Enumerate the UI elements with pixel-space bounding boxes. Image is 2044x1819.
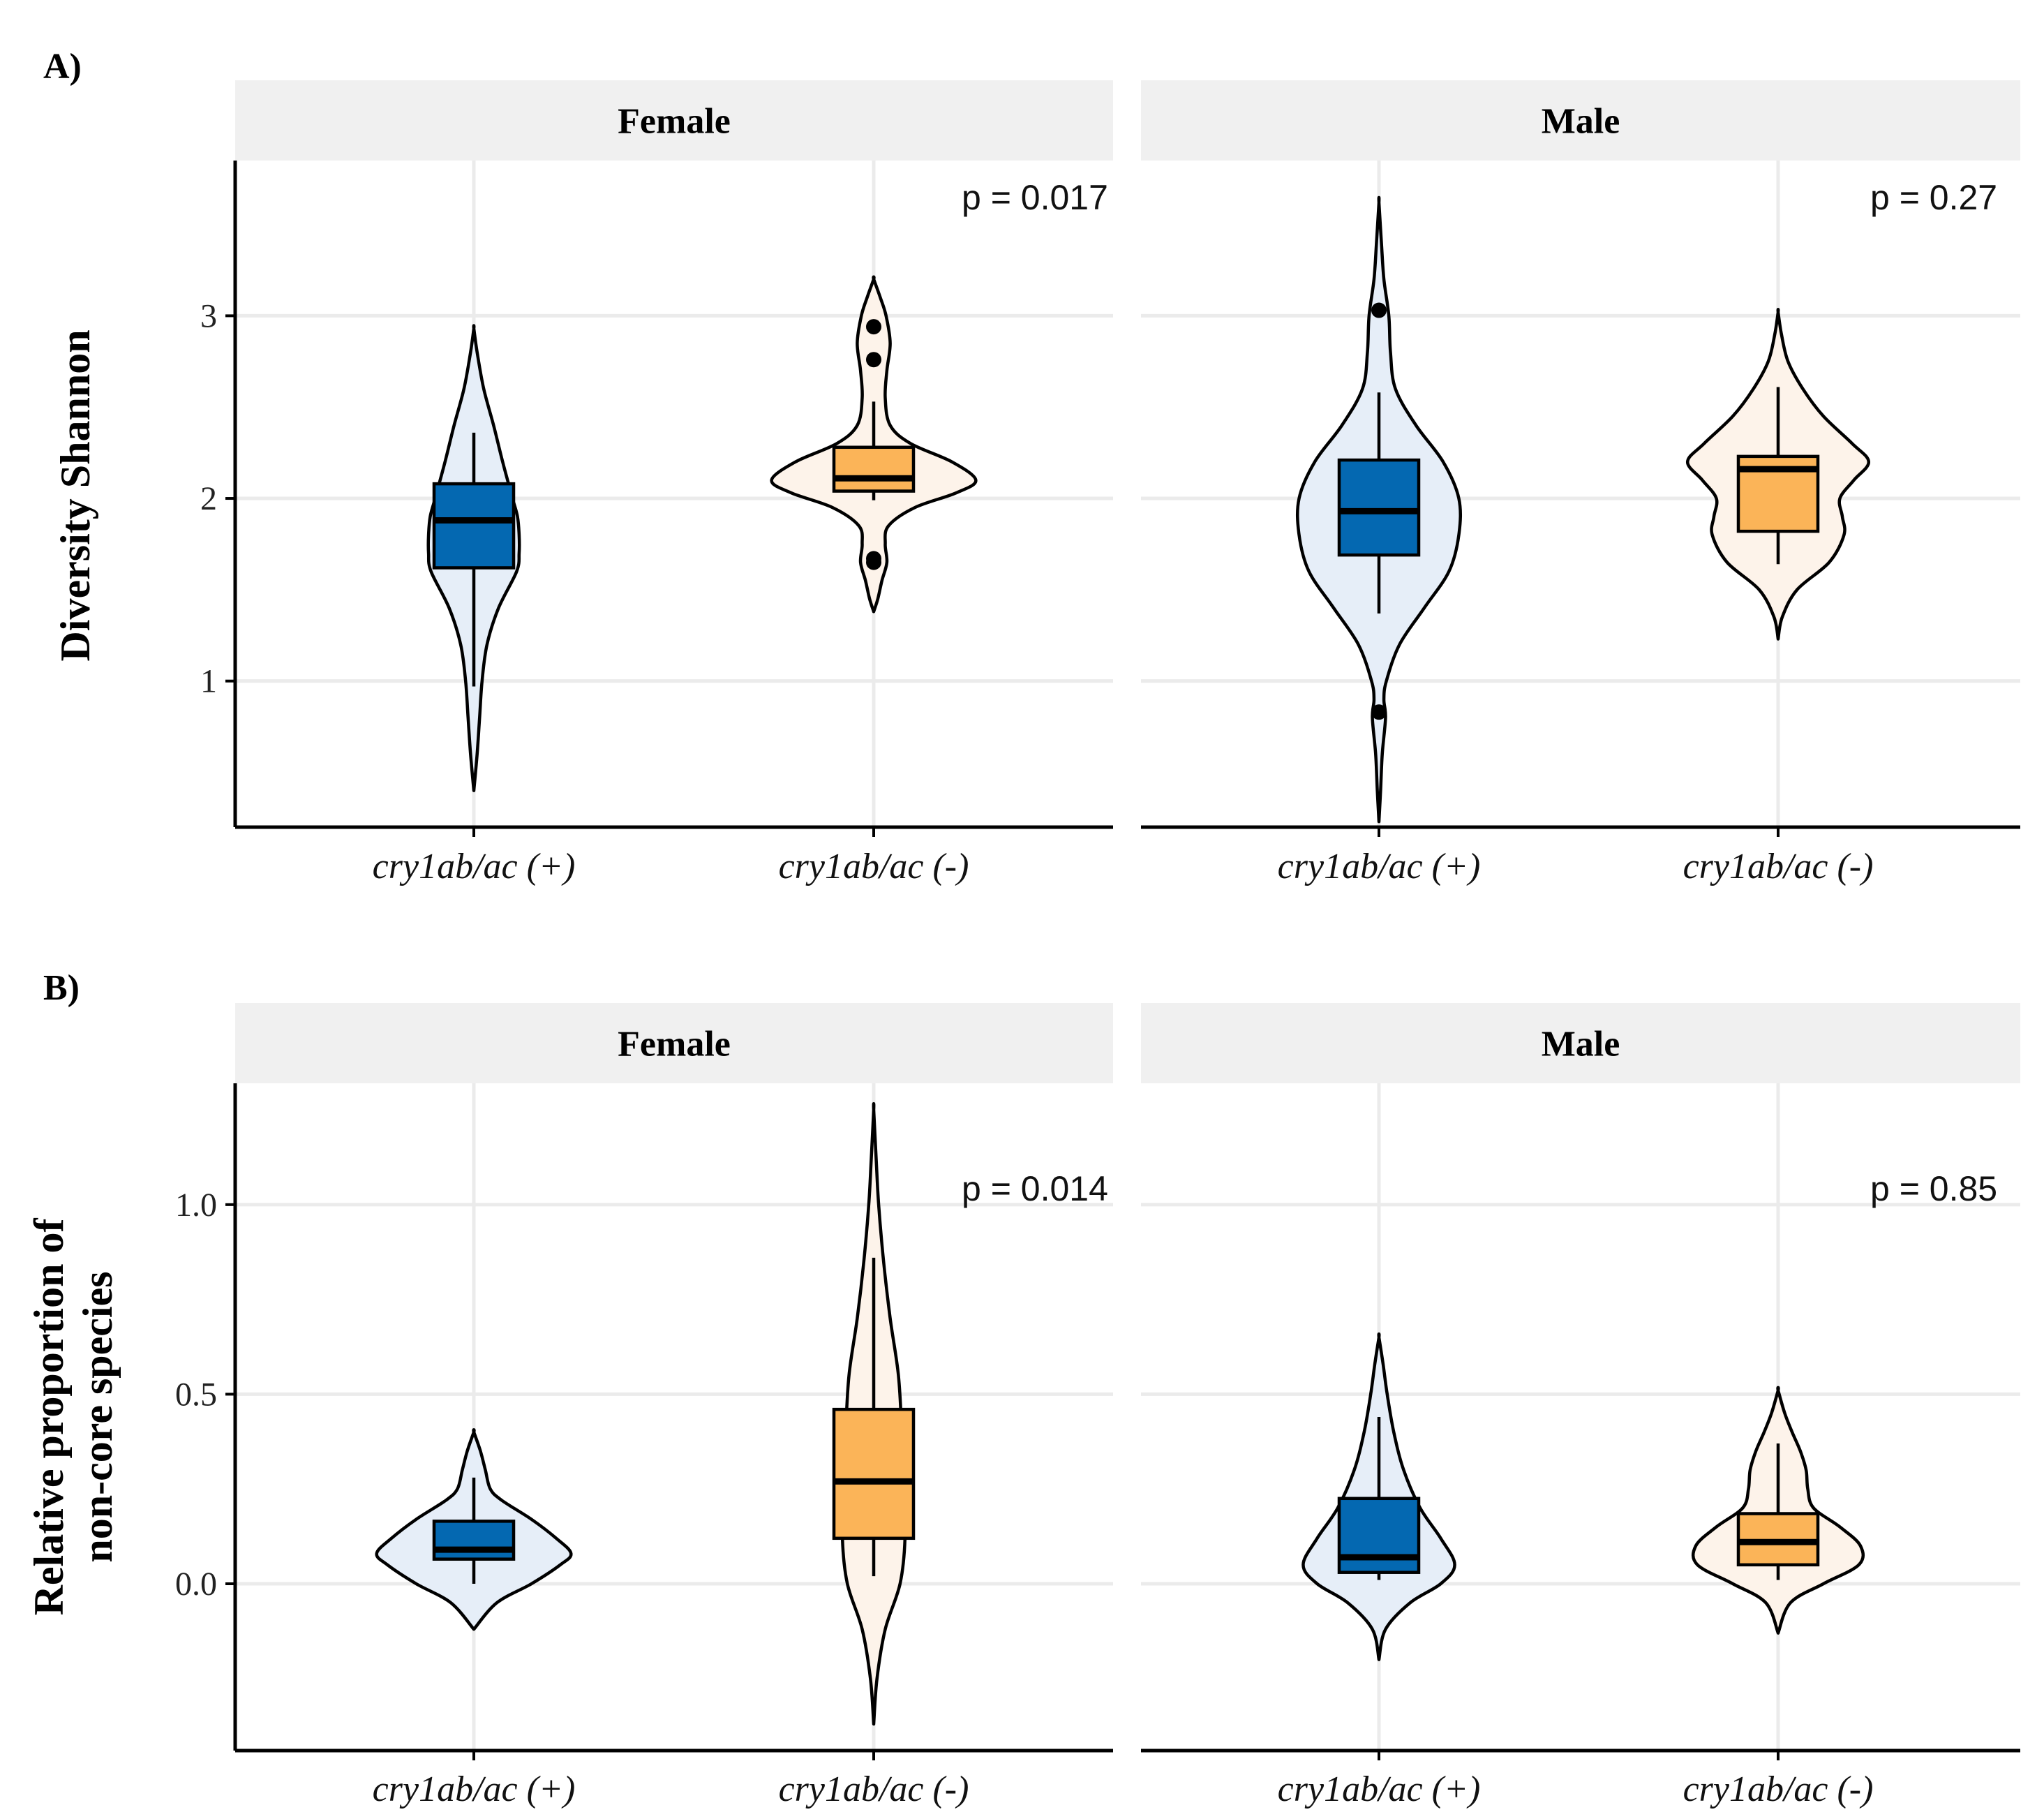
y-axis-title-a: Diversity Shannon bbox=[52, 329, 98, 661]
outlier-point bbox=[1371, 704, 1387, 720]
y-tick-label: 3 bbox=[200, 297, 217, 334]
facet-0-0: p = 0.017 bbox=[235, 161, 1113, 827]
facet-strip bbox=[235, 1003, 1113, 1083]
outlier-point bbox=[866, 554, 881, 570]
outlier-point bbox=[866, 319, 881, 335]
facet-0-1: p = 0.27 bbox=[1141, 161, 2020, 827]
x-tick-label: cry1ab/ac (+) bbox=[373, 1769, 576, 1809]
facet-strip-label: Female bbox=[618, 102, 731, 142]
facet-strip bbox=[235, 80, 1113, 161]
outlier-point bbox=[866, 352, 881, 368]
facet-strip-label: Female bbox=[618, 1025, 731, 1064]
panel-label-a: A) bbox=[43, 47, 82, 87]
x-tick-label: cry1ab/ac (-) bbox=[1683, 1769, 1874, 1809]
box bbox=[1337, 458, 1421, 557]
x-tick-label: cry1ab/ac (+) bbox=[1278, 847, 1481, 886]
facet-strip-label: Male bbox=[1542, 1025, 1620, 1064]
y-tick-label: 1 bbox=[200, 663, 217, 700]
outlier-point bbox=[1371, 302, 1387, 318]
p-value-label: p = 0.85 bbox=[1870, 1169, 1997, 1208]
box bbox=[832, 445, 916, 493]
facet-strip-label: Male bbox=[1542, 102, 1620, 142]
p-value-label: p = 0.014 bbox=[962, 1169, 1108, 1208]
x-tick-label: cry1ab/ac (+) bbox=[373, 847, 576, 886]
box bbox=[432, 482, 516, 570]
x-tick-label: cry1ab/ac (+) bbox=[1278, 1769, 1481, 1809]
plot-layer: p = 0.017 Female 1 2 3 cry1ab/ac (+) cry1ab/ac… bbox=[175, 80, 2020, 1809]
box bbox=[1337, 1497, 1421, 1574]
panel-label-b: B) bbox=[43, 968, 80, 1008]
y-axis-title-a-line-1: Diversity Shannon bbox=[52, 329, 98, 661]
x-tick-label: cry1ab/ac (-) bbox=[1683, 847, 1874, 886]
p-value-label: p = 0.017 bbox=[962, 178, 1108, 217]
y-tick-label: 1.0 bbox=[175, 1187, 217, 1224]
y-tick-label: 0.5 bbox=[175, 1376, 217, 1413]
facet-1-1: p = 0.85 bbox=[1141, 1083, 2020, 1751]
x-tick-label: cry1ab/ac (-) bbox=[779, 847, 969, 886]
y-axis-title-b: Relative proportion of non-core species bbox=[26, 1218, 121, 1616]
box bbox=[832, 1407, 916, 1540]
box bbox=[432, 1520, 516, 1561]
facet-1-0: p = 0.014 bbox=[235, 1083, 1113, 1751]
y-axis-title-b-line-1: Relative proportion of bbox=[26, 1218, 72, 1616]
x-tick-label: cry1ab/ac (-) bbox=[779, 1769, 969, 1809]
facet-strip bbox=[1141, 1003, 2020, 1083]
y-axis-title-b-line-2: non-core species bbox=[75, 1271, 121, 1562]
y-tick-label: 0.0 bbox=[175, 1566, 217, 1603]
p-value-label: p = 0.27 bbox=[1870, 178, 1997, 217]
facet-strip bbox=[1141, 80, 2020, 161]
y-tick-label: 2 bbox=[200, 480, 217, 517]
